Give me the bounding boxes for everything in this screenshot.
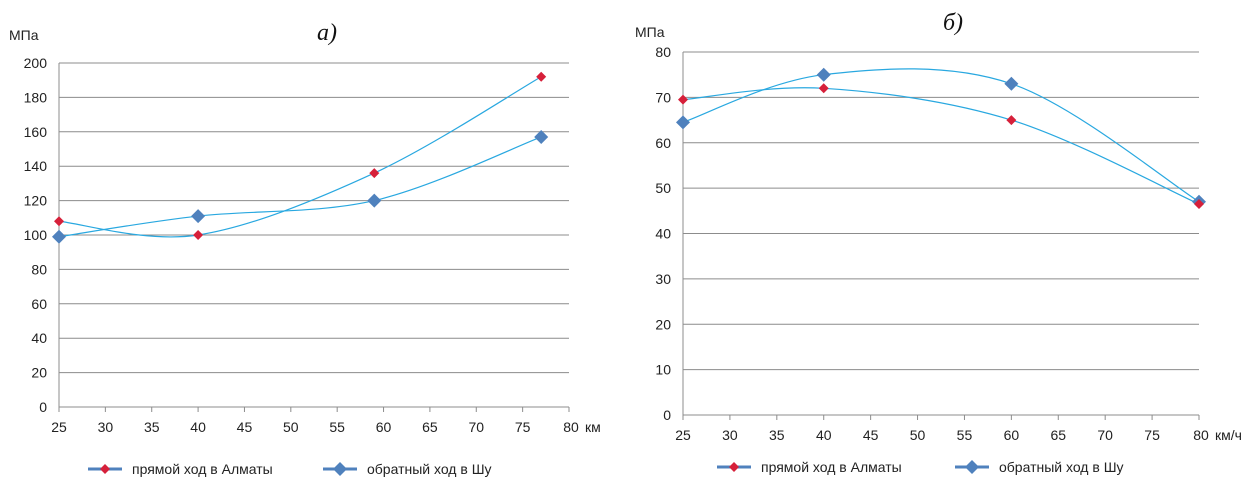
- data-point-series-2: [1004, 76, 1019, 91]
- legend-label-series-2: обратный ход в Шу: [367, 461, 492, 477]
- x-tick-label: 30: [98, 419, 114, 435]
- chart-title: а): [317, 20, 337, 46]
- y-tick-label: 100: [24, 227, 48, 243]
- y-tick-label: 50: [655, 180, 671, 196]
- y-tick-label: 160: [24, 124, 48, 140]
- y-tick-label: 40: [655, 226, 671, 242]
- y-tick-label: 20: [31, 365, 47, 381]
- x-tick-label: 60: [1004, 427, 1020, 443]
- y-tick-label: 180: [24, 89, 48, 105]
- data-point-series-1: [1194, 199, 1204, 210]
- legend-label-series-1: прямой ход в Алматы: [761, 459, 902, 475]
- data-point-series-1: [818, 83, 829, 94]
- x-tick-label: 45: [863, 427, 879, 443]
- chart-panel-b: б) МПа 0 10 20 30 40 50 60 70 80 25 30 35 40 45 50 55 60 65…: [625, 0, 1260, 481]
- data-point-series-2: [816, 67, 831, 82]
- x-tick-label: 60: [376, 419, 392, 435]
- legend-label-series-1: прямой ход в Алматы: [132, 461, 273, 477]
- y-tick-label: 70: [655, 89, 671, 105]
- data-point-series-1: [536, 71, 547, 82]
- y-tick-label: 40: [31, 330, 47, 346]
- trendline-series-1: [58, 76, 542, 238]
- x-tick-label: 25: [51, 419, 67, 435]
- x-tick-label: 80: [1193, 427, 1209, 443]
- x-tick-label: 65: [1050, 427, 1066, 443]
- x-tick-label: 30: [722, 427, 738, 443]
- data-point-series-1: [193, 230, 204, 240]
- legend-label-series-2: обратный ход в Шу: [999, 459, 1124, 475]
- x-tick-label: 35: [144, 419, 160, 435]
- y-axis-unit: МПа: [9, 27, 39, 43]
- data-point-series-1: [1006, 115, 1017, 126]
- trendline-series-1: [682, 87, 1200, 205]
- trendline-series-2: [58, 136, 542, 238]
- legend-marker-series-1: [100, 464, 110, 474]
- x-axis-unit: км/ч: [585, 419, 600, 435]
- data-point-series-2: [676, 115, 690, 130]
- data-point-series-2: [367, 193, 382, 208]
- data-point-series-2: [52, 229, 66, 244]
- data-point-series-2: [191, 209, 206, 224]
- legend-marker-series-2: [333, 462, 347, 476]
- y-tick-label: 0: [663, 407, 671, 423]
- x-tick-label: 75: [1144, 427, 1160, 443]
- legend-marker-series-1: [729, 462, 739, 472]
- y-tick-label: 60: [655, 135, 671, 151]
- chart-title: б): [943, 10, 963, 36]
- data-point-series-1: [369, 168, 380, 179]
- x-tick-label: 80: [563, 419, 579, 435]
- y-tick-label: 140: [24, 158, 48, 174]
- trendline-series-2: [682, 68, 1200, 203]
- y-tick-label: 20: [655, 316, 671, 332]
- x-axis-unit: км/ч: [1215, 427, 1242, 443]
- y-tick-label: 0: [39, 399, 47, 415]
- x-tick-label: 50: [283, 419, 299, 435]
- x-tick-label: 70: [468, 419, 484, 435]
- y-tick-label: 200: [24, 55, 48, 71]
- y-tick-label: 80: [31, 261, 47, 277]
- legend-marker-series-2: [965, 460, 979, 474]
- data-point-series-1: [54, 216, 64, 227]
- y-axis-unit: МПа: [635, 24, 665, 40]
- x-tick-label: 40: [190, 419, 206, 435]
- y-tick-label: 60: [31, 296, 47, 312]
- chart-b: б) МПа 0 10 20 30 40 50 60 70 80 25 30 35 40 45 50 55 60 65…: [635, 10, 1242, 475]
- chart-panel-a: а) МПа 0 20 40 60 80 100 120 140 160 180 200 25 30 35 40…: [0, 0, 600, 481]
- x-tick-label: 70: [1097, 427, 1113, 443]
- y-tick-label: 120: [24, 193, 48, 209]
- y-tick-label: 30: [655, 271, 671, 287]
- x-tick-label: 55: [329, 419, 345, 435]
- x-tick-label: 55: [957, 427, 973, 443]
- chart-a: а) МПа 0 20 40 60 80 100 120 140 160 180 200 25 30 35 40…: [9, 20, 600, 477]
- x-tick-label: 75: [515, 419, 531, 435]
- x-tick-label: 50: [910, 427, 926, 443]
- x-tick-label: 25: [675, 427, 691, 443]
- data-point-series-2: [534, 129, 549, 144]
- y-tick-label: 80: [655, 44, 671, 60]
- data-point-series-1: [678, 94, 688, 105]
- x-tick-label: 45: [237, 419, 253, 435]
- x-tick-label: 40: [816, 427, 832, 443]
- x-tick-label: 65: [422, 419, 438, 435]
- x-tick-label: 35: [769, 427, 785, 443]
- y-tick-label: 10: [655, 362, 671, 378]
